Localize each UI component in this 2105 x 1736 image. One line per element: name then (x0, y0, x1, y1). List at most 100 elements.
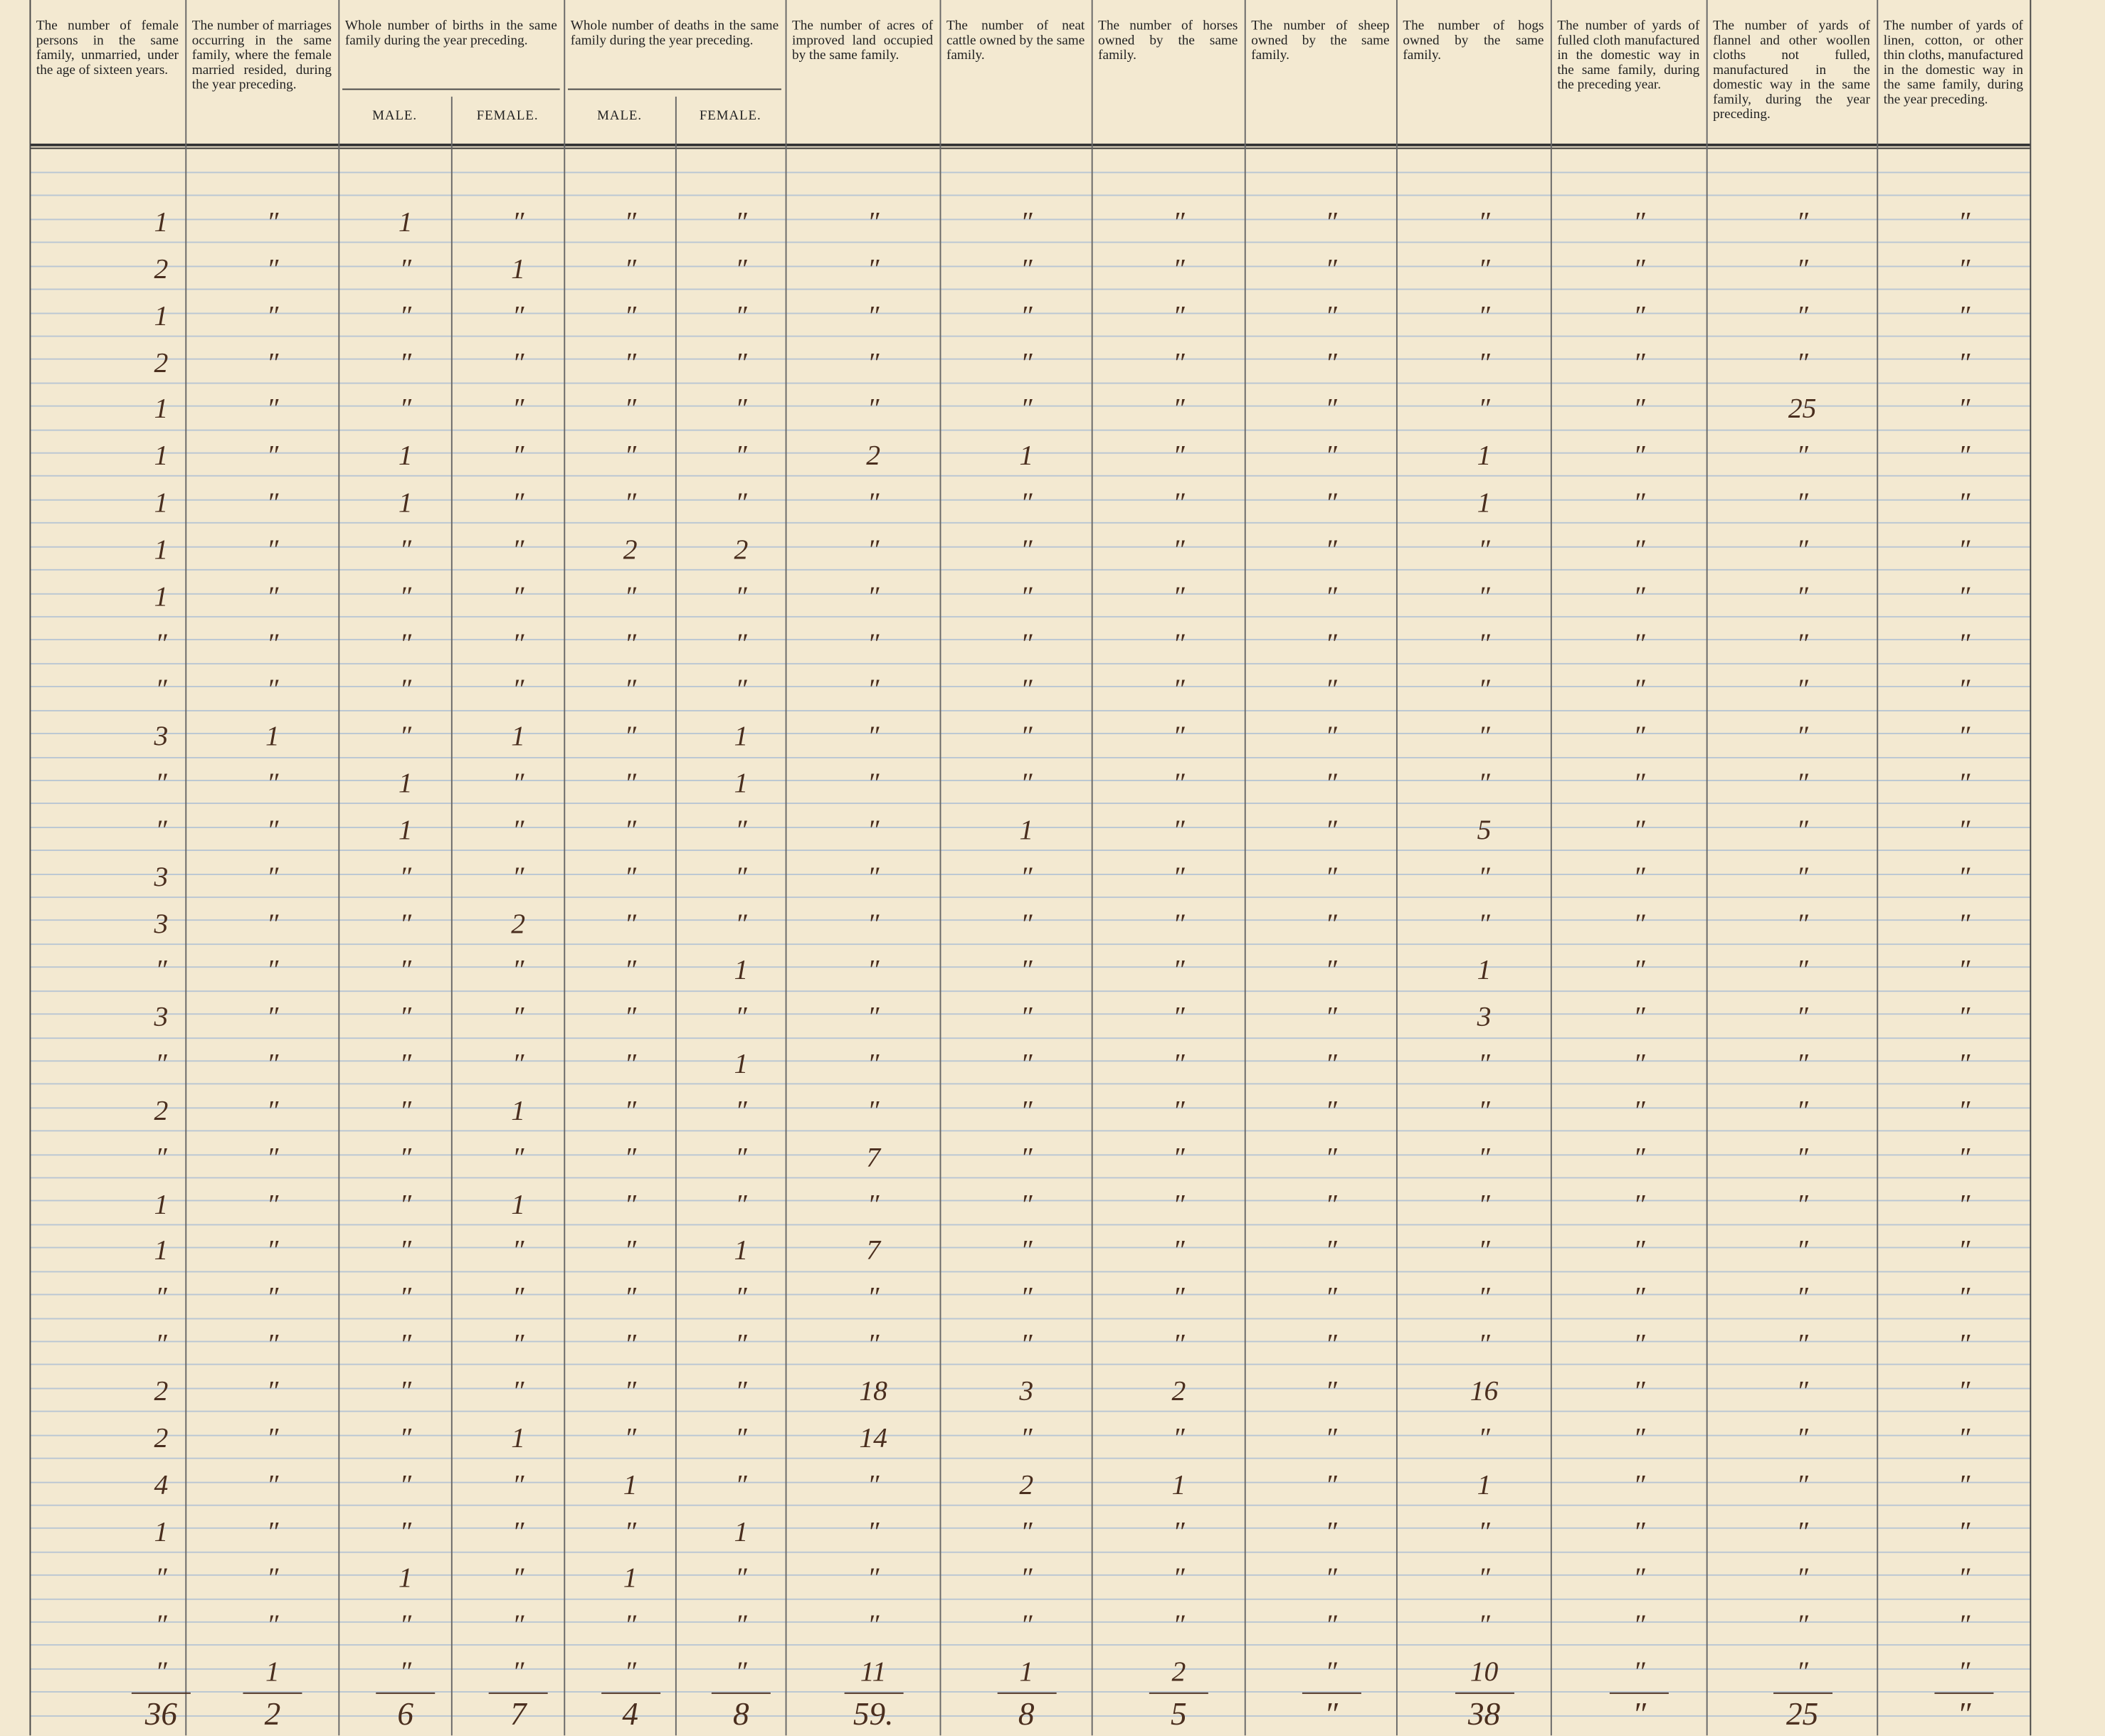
table-cell: ″ (1958, 345, 1971, 379)
table-cell: ″ (266, 1421, 279, 1454)
table-cell: ″ (399, 1094, 411, 1126)
table-cell: ″ (735, 1281, 747, 1313)
table-cell: 1 (154, 299, 169, 332)
table-cell: ″ (1633, 626, 1645, 659)
table-cell: ″ (624, 1094, 636, 1126)
table-cell: ″ (1325, 626, 1337, 659)
ruled-line (29, 873, 2030, 875)
table-cell: ″ (399, 1421, 411, 1454)
table-cell: ″ (399, 579, 411, 612)
table-cell: ″ (1796, 345, 1808, 379)
column-line (939, 0, 941, 1736)
table-cell: 5 (1477, 813, 1492, 846)
table-cell: ″ (266, 1468, 279, 1501)
column-header: The number of horses owned by the same f… (1098, 18, 1238, 63)
table-cell: ″ (1478, 579, 1490, 612)
table-cell: ″ (512, 485, 524, 519)
table-cell: ″ (624, 1234, 636, 1266)
table-cell: ″ (512, 859, 524, 893)
ruled-line (29, 335, 2030, 337)
ruled-line (29, 428, 2030, 430)
ruled-line (29, 546, 2030, 548)
table-cell: 1 (154, 579, 169, 612)
total-underline (1609, 1692, 1669, 1694)
ruled-line (29, 1691, 2030, 1693)
table-cell: ″ (1020, 953, 1033, 986)
table-cell: ″ (867, 299, 880, 332)
table-cell: ″ (624, 859, 636, 893)
table-cell: ″ (1325, 1187, 1337, 1220)
table-cell: ″ (399, 345, 411, 379)
ruled-line (29, 826, 2030, 828)
table-cell: ″ (1633, 205, 1645, 238)
table-cell: ″ (1633, 299, 1645, 332)
table-cell: ″ (1173, 813, 1185, 846)
table-cell: ″ (1478, 906, 1490, 939)
table-cell: ″ (1796, 766, 1808, 799)
table-cell: ″ (867, 1187, 880, 1220)
table-cell: ″ (1633, 672, 1645, 706)
table-cell: ″ (624, 626, 636, 659)
table-cell: ″ (1633, 1468, 1645, 1501)
table-cell: ″ (1325, 1281, 1337, 1313)
total-cell: 2 (264, 1698, 281, 1733)
total-cell: 7 (510, 1698, 527, 1733)
table-cell: ″ (1958, 813, 1971, 846)
ruled-line (29, 990, 2030, 992)
table-cell: ″ (266, 532, 279, 565)
table-cell: ″ (1020, 1094, 1033, 1126)
table-cell: ″ (512, 392, 524, 425)
table-cell: ″ (399, 1328, 411, 1360)
table-cell: ″ (1958, 859, 1971, 893)
table-cell: ″ (867, 252, 880, 285)
table-cell: ″ (1796, 1234, 1808, 1266)
table-cell: ″ (1325, 205, 1337, 238)
table-cell: ″ (1173, 1094, 1185, 1126)
table-cell: 1 (398, 1561, 413, 1594)
table-cell: ″ (624, 205, 636, 238)
sub-column-header: FEMALE. (476, 108, 539, 124)
table-cell: ″ (1020, 1047, 1033, 1079)
table-cell: ″ (399, 672, 411, 706)
table-cell: ″ (867, 766, 880, 799)
table-cell: ″ (1478, 532, 1490, 565)
table-cell: ″ (512, 626, 524, 659)
table-cell: 1 (265, 719, 280, 752)
ruled-line (29, 1411, 2030, 1413)
ruled-line (29, 499, 2030, 501)
table-cell: 1 (398, 205, 413, 238)
table-cell: ″ (1958, 1608, 1971, 1641)
table-cell: 2 (1171, 1374, 1186, 1407)
table-cell: ″ (1478, 205, 1490, 238)
sub-column-header: MALE. (372, 108, 418, 124)
table-cell: ″ (867, 205, 880, 238)
table-cell: ″ (1325, 953, 1337, 986)
table-cell: ″ (1325, 1655, 1337, 1688)
table-cell: ″ (1478, 859, 1490, 893)
table-cell: ″ (1020, 1421, 1033, 1454)
table-cell: ″ (867, 719, 880, 752)
table-cell: ″ (266, 392, 279, 425)
table-cell: 1 (154, 1187, 169, 1220)
table-cell: ″ (1633, 1094, 1645, 1126)
table-cell: ″ (1633, 1655, 1645, 1688)
table-cell: 14 (859, 1421, 887, 1454)
ruled-line (29, 1247, 2030, 1249)
table-cell: ″ (266, 485, 279, 519)
ruled-line (29, 406, 2030, 407)
table-cell: 4 (154, 1468, 169, 1501)
table-cell: ″ (1633, 532, 1645, 565)
table-cell: ″ (512, 1514, 524, 1547)
table-cell: ″ (1325, 672, 1337, 706)
table-cell: ″ (1633, 1187, 1645, 1220)
table-cell: ″ (512, 439, 524, 472)
total-underline (996, 1692, 1056, 1694)
column-line (29, 0, 31, 1736)
table-cell: ″ (512, 1328, 524, 1360)
table-cell: ″ (266, 439, 279, 472)
table-cell: ″ (512, 205, 524, 238)
table-cell: ″ (1633, 766, 1645, 799)
ruled-line (29, 966, 2030, 968)
total-underline (601, 1692, 660, 1694)
table-cell: ″ (1325, 1047, 1337, 1079)
